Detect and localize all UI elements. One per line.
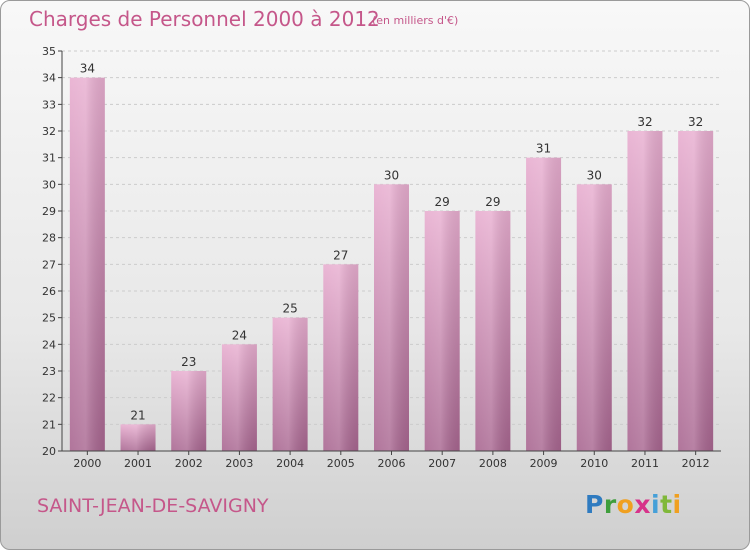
logo-letter: t — [660, 490, 673, 519]
bar-value-label: 24 — [232, 328, 247, 342]
bar-shade — [323, 264, 359, 451]
bar-value-label: 30 — [587, 168, 602, 182]
y-tick-label: 28 — [42, 232, 56, 245]
y-tick-label: 23 — [42, 365, 56, 378]
bar-value-label: 29 — [485, 195, 500, 209]
bar-shade — [374, 184, 409, 452]
y-tick-label: 21 — [42, 418, 56, 431]
bar-shade — [678, 131, 714, 451]
chart-title: Charges de Personnel 2000 à 2012 — [29, 7, 380, 31]
y-tick-label: 25 — [42, 312, 56, 325]
logo-letter: r — [603, 490, 617, 519]
bar-shade — [576, 184, 612, 452]
y-tick-label: 22 — [42, 392, 56, 405]
y-axis: 20 21 22 23 24 25 26 27 28 29 30 31 32 33 34 35 — [42, 45, 63, 458]
x-tick-label: 2005 — [327, 457, 355, 470]
x-tick-label: 2012 — [682, 457, 710, 470]
y-tick-label: 26 — [42, 285, 56, 298]
bar-value-label: 29 — [435, 195, 450, 209]
y-tick-label: 32 — [42, 125, 56, 138]
bar-value-label: 30 — [384, 168, 399, 182]
bar-shade — [171, 371, 207, 451]
x-tick-label: 2002 — [175, 457, 203, 470]
bar-value-label: 25 — [282, 302, 297, 316]
bar-value-label: 32 — [688, 115, 703, 129]
y-tick-label: 31 — [42, 152, 56, 165]
y-tick-label: 20 — [42, 445, 56, 458]
chart-subtitle: (en milliers d'€) — [372, 14, 459, 27]
y-tick-label: 34 — [42, 72, 56, 85]
bar-value-label: 27 — [333, 248, 348, 262]
bar-shade — [424, 211, 460, 451]
bar-shade — [221, 344, 257, 451]
bar-shade — [272, 317, 308, 451]
proxiti-logo[interactable]: Proxiti — [585, 490, 682, 519]
x-tick-label: 2003 — [225, 457, 253, 470]
bar-value-label: 23 — [181, 355, 196, 369]
commune-name: SAINT-JEAN-DE-SAVIGNY — [37, 495, 269, 517]
bar-shade — [120, 424, 156, 451]
bar-value-label: 31 — [536, 142, 551, 156]
y-tick-label: 30 — [42, 178, 56, 191]
x-tick-label: 2008 — [479, 457, 507, 470]
bar-value-label: 34 — [80, 62, 95, 76]
logo-letter: i — [651, 490, 661, 519]
bar-shade — [475, 211, 511, 451]
bar-value-label: 21 — [130, 408, 145, 422]
y-tick-label: 27 — [42, 258, 56, 271]
x-axis: 2000 2001 2002 2003 2004 2005 2006 2007 2008 2009… — [62, 450, 721, 470]
logo-letter: P — [585, 490, 604, 519]
x-tick-label: 2007 — [428, 457, 456, 470]
logo-letter: o — [616, 490, 635, 519]
bars: 34 21 23 24 25 27 30 29 29 31 30 32 32 — [69, 62, 714, 452]
x-tick-label: 2001 — [124, 457, 152, 470]
bar-value-label: 32 — [637, 115, 652, 129]
y-tick-label: 35 — [42, 45, 56, 58]
x-tick-label: 2009 — [530, 457, 558, 470]
bar-shade — [627, 131, 663, 451]
x-tick-label: 2010 — [580, 457, 608, 470]
x-tick-label: 2000 — [73, 457, 101, 470]
x-tick-label: 2011 — [631, 457, 659, 470]
y-tick-label: 29 — [42, 205, 56, 218]
y-tick-label: 24 — [42, 338, 56, 351]
bar-shade — [526, 157, 562, 451]
logo-letter: x — [634, 490, 651, 519]
y-tick-label: 33 — [42, 98, 56, 111]
logo-letter: i — [672, 490, 682, 519]
bar-shade — [69, 77, 105, 452]
x-tick-label: 2006 — [378, 457, 406, 470]
x-tick-label: 2004 — [276, 457, 304, 470]
